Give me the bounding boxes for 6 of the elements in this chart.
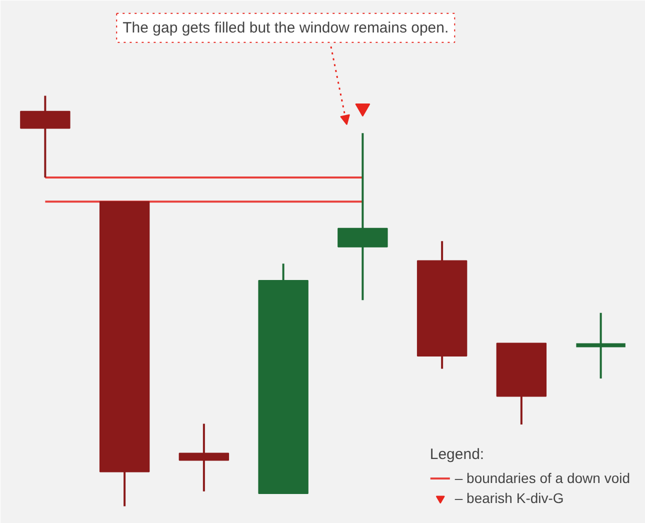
legend-label: – boundaries of a down void bbox=[454, 470, 630, 486]
text: The gap gets filled but the window remains open. bbox=[122, 19, 449, 36]
candlestick bbox=[178, 422, 230, 492]
legend-label: – bearish K-div-G bbox=[454, 490, 564, 506]
candlestick bbox=[338, 132, 388, 302]
legend-title: Legend: bbox=[430, 446, 486, 463]
